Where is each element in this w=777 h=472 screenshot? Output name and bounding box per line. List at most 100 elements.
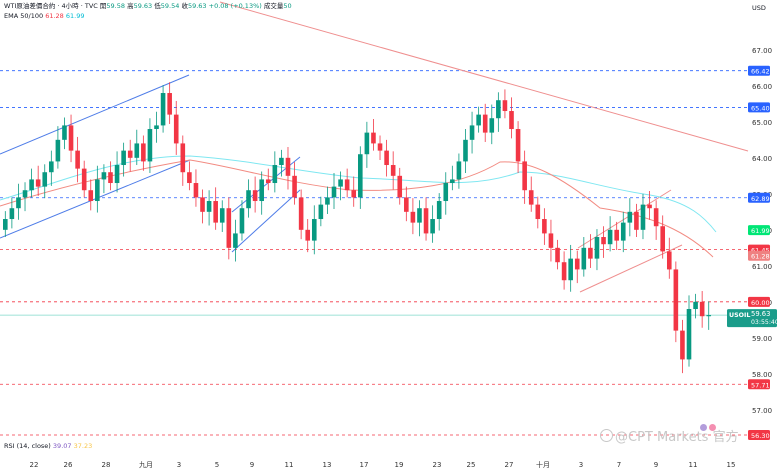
candle-body <box>134 143 140 158</box>
candle-body <box>450 179 455 184</box>
candle-body <box>423 208 429 234</box>
descending-trendline <box>219 1 749 152</box>
candle-body <box>588 247 593 259</box>
candle-body <box>311 219 317 241</box>
candle-body <box>298 197 304 230</box>
candle-body <box>200 197 205 212</box>
candle-body <box>22 190 28 198</box>
candle-body <box>410 211 416 223</box>
candle-body <box>108 172 113 184</box>
ema50-badge <box>748 250 770 261</box>
y-tick-label: 64.00 <box>752 155 772 163</box>
candle-body <box>318 204 324 220</box>
candle-body <box>187 172 192 184</box>
y-tick-label: 57.00 <box>752 407 772 415</box>
volume-value: 50 <box>283 2 292 10</box>
rsi-value: 39.07 <box>52 442 72 450</box>
candle-body <box>693 301 698 310</box>
candle-body <box>3 219 8 230</box>
candle-body <box>141 143 146 162</box>
x-tick-label: 25 <box>467 461 476 469</box>
candle-body <box>647 204 652 209</box>
ema50-value: 61.28 <box>45 12 64 20</box>
candle-body <box>607 229 613 245</box>
candle-body <box>127 150 133 158</box>
candle-body <box>680 330 685 360</box>
candle-body <box>173 114 179 144</box>
flag-lower-line <box>231 189 301 253</box>
candle-body <box>16 197 21 209</box>
price-axis: 57.0058.0059.0060.0061.0062.0063.0064.00… <box>727 47 777 441</box>
x-tick-label: 15 <box>727 461 736 469</box>
candle-body <box>114 165 120 184</box>
x-tick-label: 十月 <box>536 460 550 469</box>
x-tick-label: 17 <box>360 461 369 469</box>
rising-channel-upper <box>577 189 672 249</box>
low-value: 59.54 <box>160 2 180 10</box>
level-badge <box>748 296 770 307</box>
x-tick-label: 13 <box>323 461 332 469</box>
watermark: @CPT Markets 官方 <box>600 426 739 445</box>
level-badge <box>748 379 770 390</box>
x-tick-label: 27 <box>505 461 514 469</box>
y-tick-label: 58.00 <box>752 371 772 379</box>
candle-body <box>489 118 495 133</box>
candle-body <box>55 139 61 162</box>
candle-body <box>246 190 251 209</box>
candle-body <box>660 226 666 252</box>
candle-body <box>285 157 291 176</box>
candle-body <box>594 237 600 259</box>
currency-label: USD <box>752 4 766 12</box>
candle-body <box>509 111 514 130</box>
candle-body <box>265 179 271 184</box>
candle-body <box>121 150 126 166</box>
candle-body <box>252 190 258 202</box>
candle-body <box>239 208 245 234</box>
x-tick-label: 3 <box>579 461 583 469</box>
x-tick-label: 5 <box>215 461 219 469</box>
candle-body <box>417 208 422 223</box>
candle-body <box>75 150 80 169</box>
close-label: 收 <box>181 2 188 10</box>
candle-body <box>325 197 330 205</box>
candle-body <box>29 179 34 191</box>
candle-body <box>548 233 554 248</box>
candle-body <box>443 183 449 202</box>
candle-body <box>384 150 389 166</box>
ema-legend: EMA 50/100 61.28 61.99 <box>4 12 84 20</box>
event-badges[interactable] <box>700 424 718 433</box>
candle-body <box>502 100 508 112</box>
current-price-label: 59.63 <box>751 310 770 318</box>
level-badge <box>748 192 770 203</box>
rsi-ma-value: 37.23 <box>73 442 93 450</box>
candle-body <box>147 129 153 162</box>
countdown-label: 03:55:40 <box>751 319 777 326</box>
x-tick-label: 28 <box>102 461 111 469</box>
watermark-logo-icon <box>600 429 613 442</box>
candle-body <box>699 301 705 317</box>
candle-body <box>673 269 679 331</box>
candle-body <box>653 208 659 227</box>
candle-body <box>9 208 15 220</box>
candle-body <box>515 129 521 162</box>
candle-body <box>496 100 501 119</box>
candle-body <box>568 258 573 281</box>
close-value: 59.63 <box>187 2 207 10</box>
candle-body <box>180 143 186 173</box>
y-tick-label: 67.00 <box>752 47 772 55</box>
candle-body <box>154 125 159 130</box>
candle-body <box>101 172 107 180</box>
open-value: 59.58 <box>106 2 125 10</box>
candle-body <box>305 229 311 241</box>
level-label: 57.71 <box>751 381 770 389</box>
candle-body <box>601 237 606 245</box>
ema50-line <box>0 159 714 258</box>
low-label: 低 <box>154 2 161 10</box>
candle-body <box>167 93 172 115</box>
watermark-text: @CPT Markets 官方 <box>615 430 739 445</box>
candle-body <box>686 309 692 360</box>
candle-body <box>482 114 488 133</box>
x-tick-label: 23 <box>433 461 442 469</box>
candle-body <box>476 114 481 126</box>
